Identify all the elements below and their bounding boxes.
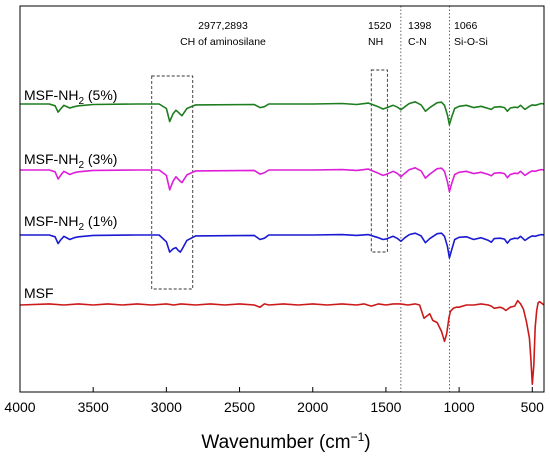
x-tick-label: 3500 [78,399,109,415]
x-tick-label: 1500 [370,399,401,415]
series-line [20,101,545,126]
x-tick-group: 4000 3500 3000 2500 2000 1500 1000 500 [4,387,544,415]
x-tick-label: 4000 [4,399,35,415]
series-label: MSF-NH2 (1%) [24,213,117,233]
annotation-text-group: 2977,2893 CH of aminosilane 1520 NH 1398 C-N 1… [180,20,488,48]
annotation-label: 2977,2893 [198,20,248,32]
dashed-box [151,75,194,290]
series-label: MSF-NH2 (5%) [24,87,117,107]
x-tick-label: 2000 [297,399,328,415]
series-label: MSF-NH2 (3%) [24,151,117,171]
series-group [19,101,545,385]
annotation-label: 1520 [368,20,392,32]
series-line [19,299,545,385]
annotation-label: Si-O-Si [454,36,488,48]
x-tick-label: 1000 [444,399,475,415]
annotation-label: 1066 [454,20,478,32]
series-label: MSF [24,285,54,301]
annotation-line-group [400,6,450,392]
series-line [20,167,545,193]
plot-frame [19,5,545,393]
annotation-label: 1398 [408,20,432,32]
annotation-label: CH of aminosilane [180,36,266,48]
annotation-label: C-N [408,36,427,48]
annotation-label: NH [368,36,383,48]
series-label-group: MSF-NH2 (5%) MSF-NH2 (3%) MSF-NH2 (1%) MSF [24,87,117,301]
annotation-box-group [151,69,388,290]
series-line [20,232,545,259]
x-tick-label: 2500 [224,399,255,415]
x-axis-title: Wavenumber (cm−1) [201,430,370,453]
dashed-box [370,69,388,253]
x-tick-label: 3000 [151,399,182,415]
x-tick-label: 500 [521,399,545,415]
